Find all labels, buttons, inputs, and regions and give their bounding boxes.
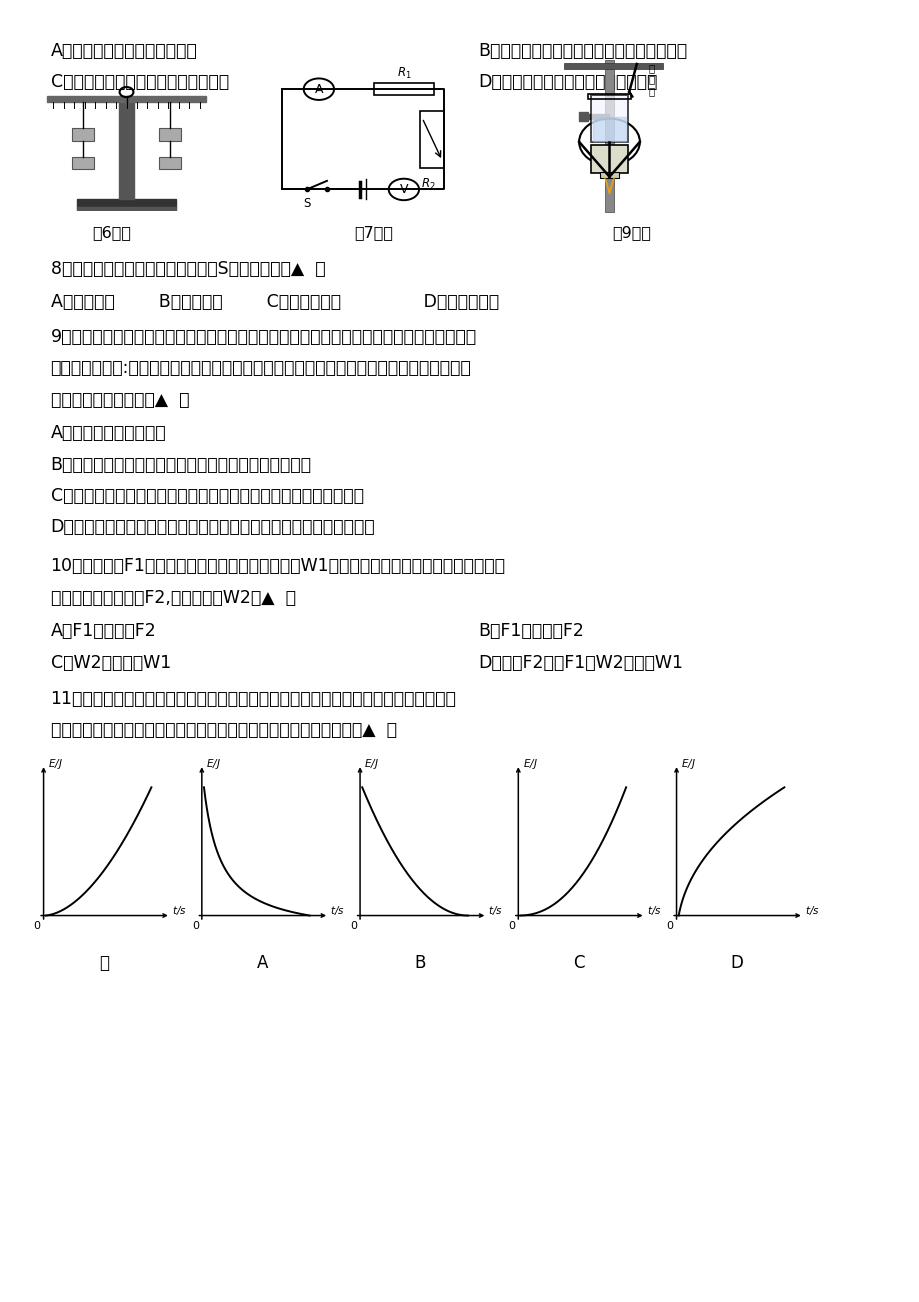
Text: S: S	[302, 197, 310, 210]
Text: B: B	[414, 954, 425, 973]
Text: 9、用如图所示的装置，先后加热初温、质量均相同的水和煤油，比较两种液体比热容的大小: 9、用如图所示的装置，先后加热初温、质量均相同的水和煤油，比较两种液体比热容的大…	[51, 328, 476, 346]
Bar	[605, 60, 613, 212]
Text: 甲: 甲	[99, 954, 108, 973]
Text: 第9题图: 第9题图	[611, 225, 650, 241]
Text: 不计空气阻力的影响，小球这段时间内重力势能随时间变化情况是（▲  ）: 不计空气阻力的影响，小球这段时间内重力势能随时间变化情况是（▲ ）	[51, 721, 396, 740]
Text: ，多次实验表明:要让水和煤油升高相同的温度，水需要的加热时间更长，以下关于该实验的: ，多次实验表明:要让水和煤油升高相同的温度，水需要的加热时间更长，以下关于该实验…	[51, 359, 471, 378]
Text: C．W2一定大于W1: C．W2一定大于W1	[51, 654, 171, 672]
Bar	[77, 207, 176, 211]
Text: C．电压表示数变小，电流表示数变大: C．电压表示数变小，电流表示数变大	[51, 73, 229, 91]
Text: $E$/J: $E$/J	[206, 758, 221, 771]
Polygon shape	[605, 178, 613, 194]
Bar	[48, 95, 206, 102]
Text: $E$/J: $E$/J	[364, 758, 379, 771]
Text: A．水比煤油的比热容大: A．水比煤油的比热容大	[51, 424, 166, 443]
Bar	[72, 156, 94, 169]
Bar	[119, 99, 134, 199]
Text: $t$/s: $t$/s	[330, 904, 345, 917]
Text: D．电压表示数变大，电流表示数变小: D．电压表示数变大，电流表示数变小	[478, 73, 657, 91]
Text: $t$/s: $t$/s	[172, 904, 187, 917]
Text: D: D	[730, 954, 743, 973]
Text: B．加热时用玻璃棒不断搅拌，是为了水和煤油受热均匀: B．加热时用玻璃棒不断搅拌，是为了水和煤油受热均匀	[51, 456, 312, 474]
Text: 玻
璃
棒: 玻 璃 棒	[648, 62, 654, 96]
Text: 8、静止在地球赤道上的小磁针，其S极一定指向（▲  ）: 8、静止在地球赤道上的小磁针，其S极一定指向（▲ ）	[51, 260, 325, 279]
Text: A．地磁北极        B．地磁南极        C．地球的北极               D．地球的南极: A．地磁北极 B．地磁南极 C．地球的北极 D．地球的南极	[51, 293, 498, 311]
Text: B．电压表、电流表示数变化的比值保持不变: B．电压表、电流表示数变化的比值保持不变	[478, 42, 686, 60]
Text: $E$/J: $E$/J	[48, 758, 62, 771]
Bar	[373, 83, 434, 95]
Text: $t$/s: $t$/s	[646, 904, 661, 917]
Text: 0: 0	[34, 921, 40, 931]
Text: D．相同质量的水和煤油，若吸收相同热量后．煤油比水升高的温度大: D．相同质量的水和煤油，若吸收相同热量后．煤油比水升高的温度大	[51, 518, 375, 536]
Text: 0: 0	[192, 921, 199, 931]
Bar	[159, 156, 181, 169]
Text: A: A	[314, 83, 323, 95]
Text: A．F1一定大于F2: A．F1一定大于F2	[51, 622, 156, 641]
Text: C: C	[573, 954, 584, 973]
Text: A．电压表、电流表示数都变大: A．电压表、电流表示数都变大	[51, 42, 198, 60]
Text: $t$/s: $t$/s	[804, 904, 819, 917]
Text: $t$/s: $t$/s	[488, 904, 503, 917]
Text: B．F1一定小于F2: B．F1一定小于F2	[478, 622, 584, 641]
Bar	[591, 146, 627, 173]
Bar	[72, 128, 94, 141]
Text: 第6题图: 第6题图	[92, 225, 130, 241]
Bar	[586, 115, 608, 118]
Bar	[600, 172, 618, 178]
Text: D．只有F2大于F1，W2才大于W1: D．只有F2大于F1，W2才大于W1	[478, 654, 683, 672]
Bar	[563, 62, 662, 69]
Text: A: A	[256, 954, 267, 973]
Bar	[420, 111, 444, 168]
Text: V: V	[399, 184, 408, 195]
Text: 操作及分析错误的是（▲  ）: 操作及分析错误的是（▲ ）	[51, 391, 189, 409]
Text: 第7题图: 第7题图	[354, 225, 392, 241]
Text: 一高度则人的拉力为F2,所做的功是W2（▲  ）: 一高度则人的拉力为F2,所做的功是W2（▲ ）	[51, 589, 295, 607]
Text: 11、小球从空中静止自由落下，记录某段时间小球的动能随时间变化情况如图甲所示．: 11、小球从空中静止自由落下，记录某段时间小球的动能随时间变化情况如图甲所示．	[51, 690, 456, 708]
Bar	[591, 95, 627, 142]
Bar	[159, 128, 181, 141]
Text: 0: 0	[350, 921, 357, 931]
Text: 0: 0	[508, 921, 515, 931]
Text: $E$/J: $E$/J	[680, 758, 695, 771]
Text: $R_2$: $R_2$	[420, 177, 435, 191]
Text: $E$/J: $E$/J	[522, 758, 537, 771]
Text: $R_1$: $R_1$	[396, 66, 411, 81]
Text: C．实验中可以不使用温度计，让水和煤油都沸腾后再比较加热时间: C．实验中可以不使用温度计，让水和煤油都沸腾后再比较加热时间	[51, 487, 363, 505]
Text: 0: 0	[666, 921, 673, 931]
Bar	[587, 94, 630, 99]
Bar	[579, 112, 587, 121]
Bar	[77, 199, 176, 208]
Text: 10、人直接用F1的拉力匀速提升重物，所做的功是W1；若人使用某机械匀速提升该重物到同: 10、人直接用F1的拉力匀速提升重物，所做的功是W1；若人使用某机械匀速提升该重…	[51, 557, 505, 575]
Bar	[592, 117, 626, 141]
